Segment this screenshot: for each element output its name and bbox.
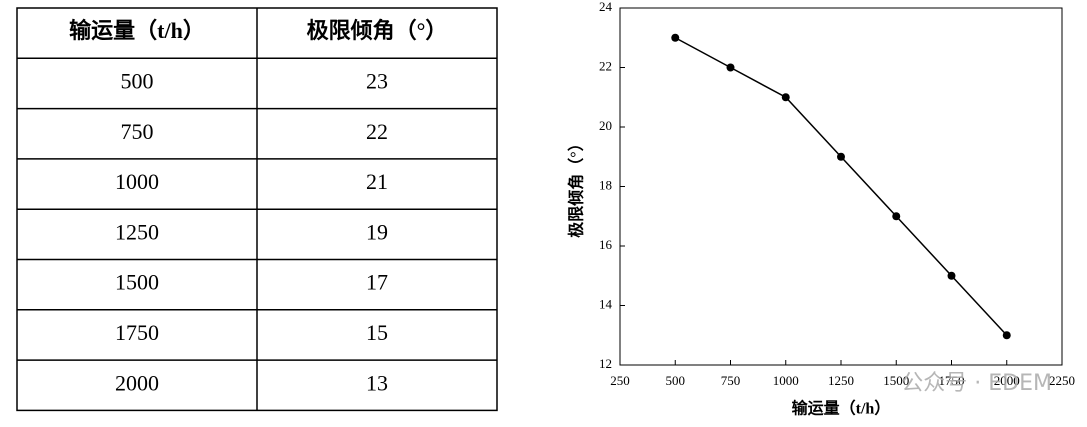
y-tick-label: 16 [599,237,613,252]
x-tick-label: 750 [721,373,741,388]
marker [671,33,680,42]
table-cell: 500 [121,68,154,93]
marker [837,152,845,161]
table-cell: 2000 [115,370,159,395]
plot-frame [619,7,1063,366]
table-cell: 750 [121,119,154,144]
y-tick-label: 14 [599,296,613,311]
x-tick-label: 500 [666,373,686,388]
table-cell: 1250 [115,219,159,244]
table-cell: 22 [366,119,388,144]
x-tick-label: 1750 [939,373,965,388]
x-tick-label: 2250 [1049,373,1075,388]
y-tick-label: 18 [599,177,612,192]
x-axis-label: 输运量（t/h） [792,399,891,418]
table-cell: 21 [366,169,388,194]
x-tick-label: 250 [610,373,630,388]
y-axis-label: 极限倾角（°） [567,135,586,237]
table-header: 极限倾角（°） [307,18,448,43]
x-tick-label: 1000 [773,373,799,388]
y-tick-label: 24 [599,0,613,14]
y-tick-label: 22 [599,58,612,73]
table-cell: 15 [366,320,388,345]
x-tick-label: 1250 [828,373,854,388]
table-header: 输运量（t/h） [69,18,205,43]
marker [947,271,956,280]
table-cell: 17 [366,270,388,295]
marker [781,93,790,102]
marker [892,212,901,221]
table-cell: 1000 [115,169,159,194]
watermark: 公众号 · EDEM [901,371,1052,396]
table-cell: 1750 [115,320,159,345]
y-tick-label: 20 [599,118,612,133]
table-cell: 23 [366,68,388,93]
y-tick-label: 12 [599,356,612,371]
table-cell: 19 [366,219,388,244]
table-cell: 13 [366,370,388,395]
x-tick-label: 2000 [994,373,1020,388]
line [674,37,1008,336]
marker [1002,331,1011,340]
x-tick-label: 1500 [883,373,909,388]
marker [726,63,735,72]
table-cell: 1500 [115,270,159,295]
